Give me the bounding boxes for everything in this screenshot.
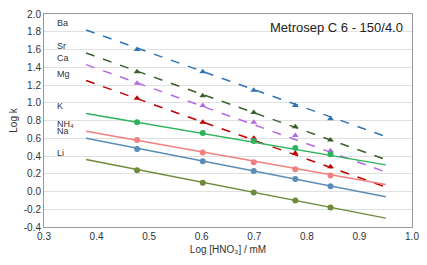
svg-text:1.8: 1.8 <box>27 26 41 37</box>
svg-text:K: K <box>57 101 63 111</box>
svg-text:Li: Li <box>57 148 64 158</box>
svg-text:0.8: 0.8 <box>300 231 314 242</box>
svg-text:1.0: 1.0 <box>405 231 419 242</box>
svg-text:0.6: 0.6 <box>195 231 209 242</box>
svg-text:0.8: 0.8 <box>27 115 41 126</box>
svg-text:Ba: Ba <box>57 18 68 28</box>
svg-text:1.6: 1.6 <box>27 44 41 55</box>
svg-text:Ca: Ca <box>57 53 69 63</box>
svg-text:0.7: 0.7 <box>247 231 261 242</box>
svg-text:0.4: 0.4 <box>27 151 41 162</box>
svg-text:Na: Na <box>57 126 69 136</box>
svg-text:0.2: 0.2 <box>27 168 41 179</box>
svg-text:0.5: 0.5 <box>142 231 156 242</box>
svg-text:1.0: 1.0 <box>27 97 41 108</box>
svg-text:0.3: 0.3 <box>37 231 51 242</box>
svg-text:Mg: Mg <box>57 69 70 79</box>
svg-text:0.4: 0.4 <box>90 231 104 242</box>
svg-text:NH₄: NH₄ <box>57 119 74 129</box>
svg-text:Sr: Sr <box>57 41 66 51</box>
svg-text:0.0: 0.0 <box>27 186 41 197</box>
svg-text:1.2: 1.2 <box>27 80 41 91</box>
svg-text:2.0: 2.0 <box>27 9 41 20</box>
svg-text:Log k: Log k <box>8 107 19 132</box>
svg-text:0.9: 0.9 <box>352 231 366 242</box>
svg-text:1.4: 1.4 <box>27 62 41 73</box>
svg-text:-0.2: -0.2 <box>24 204 42 215</box>
svg-text:-0.4: -0.4 <box>24 222 42 233</box>
svg-text:Metrosep C 6 - 150/4.0: Metrosep C 6 - 150/4.0 <box>270 20 403 35</box>
svg-text:Log [HNO₃] / mM: Log [HNO₃] / mM <box>190 244 266 255</box>
svg-text:0.6: 0.6 <box>27 133 41 144</box>
